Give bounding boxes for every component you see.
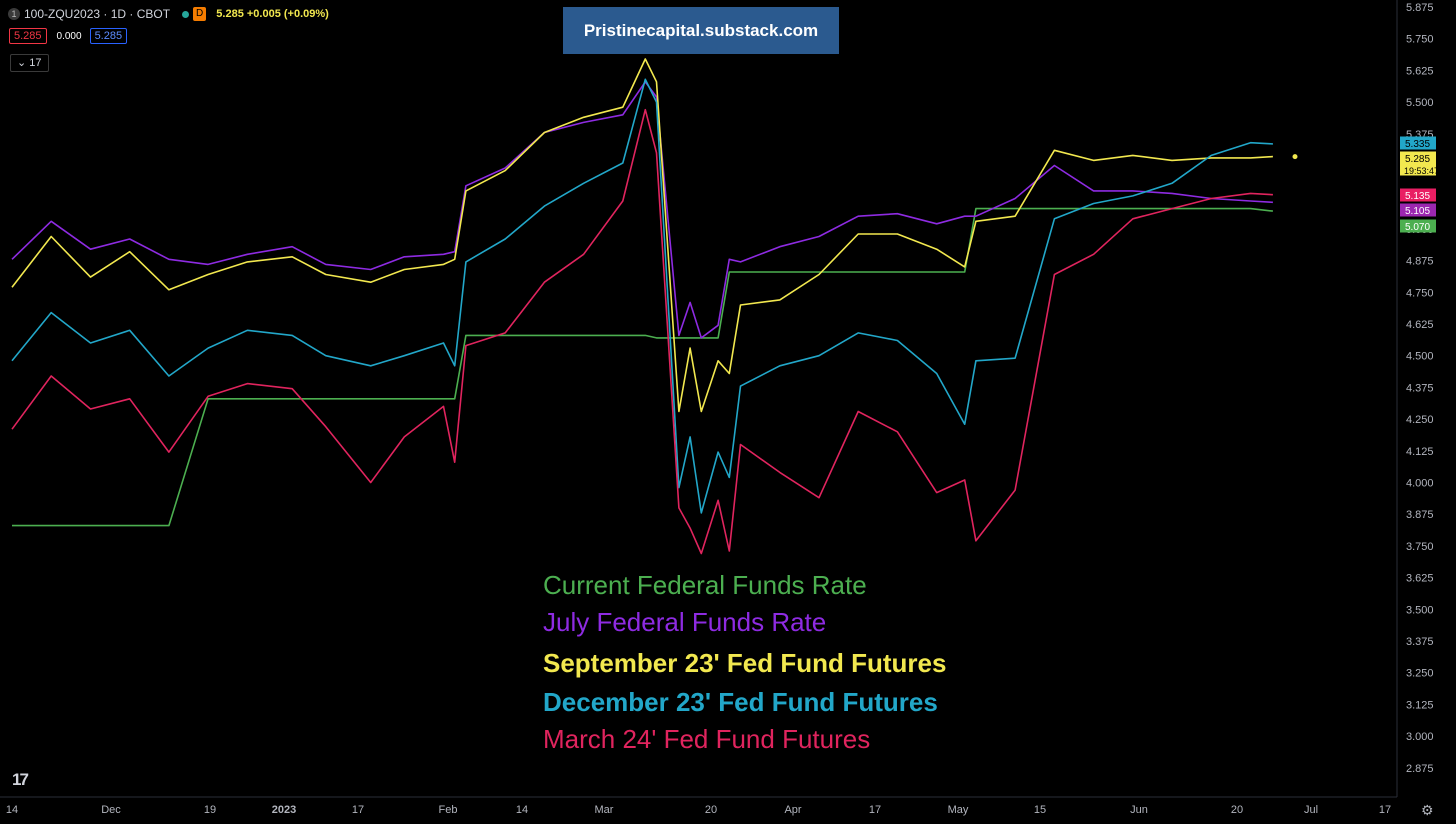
x-tick-label: 17 (869, 804, 881, 816)
y-tick-label: 4.000 (1406, 478, 1434, 490)
quote-change: 5.285 +0.005 (+0.09%) (216, 8, 329, 20)
tradingview-logo-icon[interactable]: 17 (12, 770, 29, 789)
y-tick-label: 4.250 (1406, 414, 1434, 426)
chevron-down-icon: ⌄ (17, 57, 27, 69)
x-tick-label: 17 (1379, 804, 1391, 816)
legend-series-1: July Federal Funds Rate (543, 607, 827, 637)
x-tick-label: 2023 (272, 804, 296, 816)
x-tick-label: 14 (6, 804, 18, 816)
x-tick-label: Dec (101, 804, 121, 816)
series-line-0[interactable] (12, 207, 1273, 527)
y-tick-label: 4.875 (1406, 256, 1434, 268)
symbol-header[interactable]: 1 100-ZQU2023 · 1D · CBOT D 5.285 +0.005… (8, 5, 329, 23)
last-value-badge-text: 5.135 (1405, 191, 1430, 202)
last-value-badge-text: 5.070 (1405, 222, 1430, 233)
y-tick-label: 5.500 (1406, 97, 1434, 109)
y-tick-label: 3.875 (1406, 509, 1434, 521)
y-tick-label: 5.625 (1406, 65, 1434, 77)
time-axis[interactable]: 14 Dec 19 2023 17 Feb 14 Mar 20 Apr 17 May 15 Jun 20 Ju… (0, 796, 1397, 816)
x-tick-label: May (948, 804, 969, 816)
value-boxes: 5.285 0.000 5.285 (9, 28, 128, 44)
x-tick-label: 14 (516, 804, 528, 816)
x-tick-label: 19 (204, 804, 216, 816)
legend-series-3: December 23' Fed Fund Futures (543, 687, 938, 717)
plot-area (11, 58, 1273, 555)
x-tick-label: Feb (439, 804, 458, 816)
last-point-marker (1292, 154, 1298, 160)
series-line-2[interactable] (11, 58, 1273, 413)
x-tick-label: Apr (784, 804, 801, 816)
legend-series-2: September 23' Fed Fund Futures (543, 648, 947, 678)
y-tick-label: 5.750 (1406, 34, 1434, 46)
x-tick-label: Mar (595, 804, 614, 816)
watermark-banner: Pristinecapital.substack.com (563, 7, 839, 54)
market-status-icon (182, 10, 190, 18)
last-value-badge-text: 5.335 (1405, 139, 1430, 150)
indicators-toggle-button[interactable]: ⌄ 17 (10, 54, 49, 72)
series-line-4[interactable] (11, 108, 1273, 555)
value-right: 5.285 (89, 28, 128, 44)
x-tick-label: 20 (705, 804, 717, 816)
y-tick-label: 4.500 (1406, 351, 1434, 363)
last-value-badge-text: 5.105 (1405, 206, 1430, 217)
last-value-badge (1400, 151, 1436, 176)
y-tick-label: 2.875 (1406, 763, 1434, 775)
last-value-badge (1400, 136, 1436, 150)
countdown-timer: 19:53:47 (1404, 166, 1439, 176)
y-tick-label: 4.375 (1406, 382, 1434, 394)
series-line-1[interactable] (11, 81, 1273, 339)
x-tick-label: Jun (1130, 804, 1148, 816)
x-tick-label: 20 (1231, 804, 1243, 816)
y-tick-label: 3.000 (1406, 731, 1434, 743)
last-value-badge (1400, 188, 1436, 202)
legend-series-0: Current Federal Funds Rate (543, 570, 867, 600)
price-axis[interactable]: 5.8755.7505.6255.5005.3755.2505.1255.000… (1396, 0, 1434, 797)
value-mid: 0.000 (56, 30, 82, 42)
timeframe-badge: D (193, 7, 207, 21)
symbol-logo-icon: 1 (8, 8, 20, 20)
series-line-3[interactable] (11, 78, 1273, 514)
y-tick-label: 4.750 (1406, 287, 1434, 299)
y-tick-label: 3.625 (1406, 573, 1434, 585)
indicators-count: 17 (29, 57, 42, 69)
gear-icon[interactable]: ⚙ (1421, 802, 1434, 818)
x-tick-label: Jul (1304, 804, 1318, 816)
x-tick-label: 17 (352, 804, 364, 816)
y-tick-label: 3.250 (1406, 668, 1434, 680)
y-tick-label: 3.500 (1406, 604, 1434, 616)
last-value-badge (1400, 219, 1436, 233)
last-value-badge-text: 5.285 (1405, 154, 1430, 165)
y-tick-label: 3.750 (1406, 541, 1434, 553)
y-tick-label: 4.125 (1406, 446, 1434, 458)
symbol-title[interactable]: 100-ZQU2023 · 1D · CBOT (24, 7, 171, 21)
x-tick-label: 15 (1034, 804, 1046, 816)
y-tick-label: 3.375 (1406, 636, 1434, 648)
legend-series-4: March 24' Fed Fund Futures (543, 724, 871, 754)
y-tick-label: 4.625 (1406, 319, 1434, 331)
last-value-badge (1400, 203, 1436, 217)
value-left: 5.285 (9, 28, 47, 44)
y-tick-label: 5.875 (1406, 2, 1434, 14)
y-tick-label: 3.125 (1406, 699, 1434, 711)
